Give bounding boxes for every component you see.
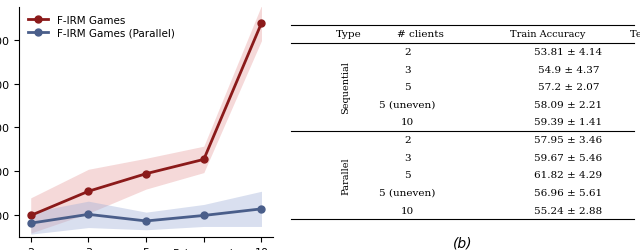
Text: Parallel: Parallel <box>341 156 350 194</box>
Text: 3: 3 <box>404 153 411 162</box>
Text: 3: 3 <box>404 65 411 74</box>
Text: Train Accuracy: Train Accuracy <box>510 30 586 39</box>
Text: 61.82 ± 4.29: 61.82 ± 4.29 <box>534 171 602 180</box>
Text: 54.9 ± 4.37: 54.9 ± 4.37 <box>538 65 599 74</box>
Text: 59.39 ± 1.41: 59.39 ± 1.41 <box>534 118 602 127</box>
Text: # clients: # clients <box>397 30 444 39</box>
Text: 5: 5 <box>404 83 411 92</box>
Text: Sequential: Sequential <box>341 61 350 114</box>
Text: 58.09 ± 2.21: 58.09 ± 2.21 <box>534 100 602 110</box>
Text: 55.24 ± 2.88: 55.24 ± 2.88 <box>534 206 602 215</box>
Text: 57.2 ± 2.07: 57.2 ± 2.07 <box>538 83 599 92</box>
Text: 53.81 ± 4.14: 53.81 ± 4.14 <box>534 48 602 57</box>
Text: 5 (uneven): 5 (uneven) <box>380 100 436 110</box>
Text: Type: Type <box>335 30 361 39</box>
Text: 59.67 ± 5.46: 59.67 ± 5.46 <box>534 153 602 162</box>
Text: (b): (b) <box>452 236 472 250</box>
Legend: F-IRM Games, F-IRM Games (Parallel): F-IRM Games, F-IRM Games (Parallel) <box>24 13 178 42</box>
Text: Test Accuracy: Test Accuracy <box>630 30 640 39</box>
Text: 2: 2 <box>404 48 411 57</box>
Text: 2: 2 <box>404 136 411 144</box>
Text: 5: 5 <box>404 171 411 180</box>
Text: 5 (uneven): 5 (uneven) <box>380 188 436 197</box>
Text: 10: 10 <box>401 206 414 215</box>
Text: 10: 10 <box>401 118 414 127</box>
Text: 56.96 ± 5.61: 56.96 ± 5.61 <box>534 188 602 197</box>
Text: 57.95 ± 3.46: 57.95 ± 3.46 <box>534 136 602 144</box>
